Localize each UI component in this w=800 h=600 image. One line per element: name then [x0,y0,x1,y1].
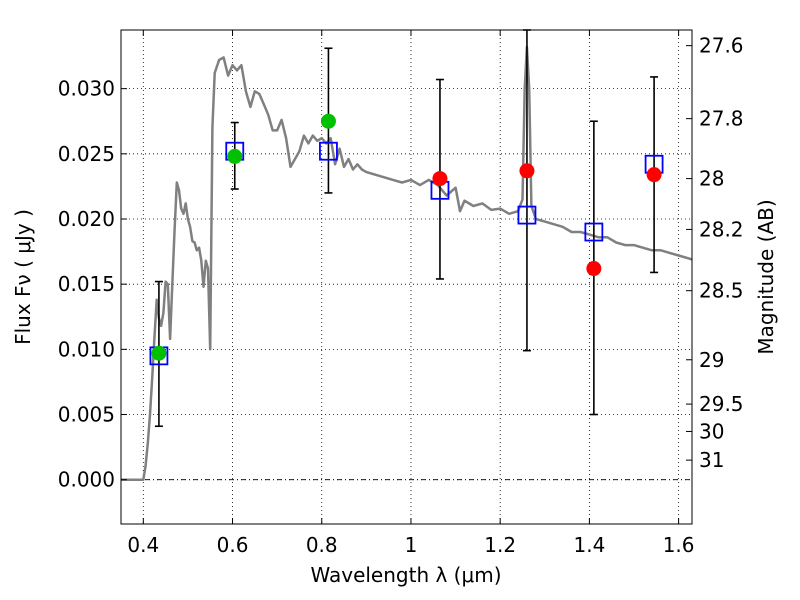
y-tick-label: 0.010 [58,337,115,361]
x-tick-label: 1.2 [484,533,516,557]
y-tick-label: 0.005 [58,403,115,427]
y-tick-label: 0.025 [58,142,115,166]
plot-area [121,29,693,481]
y-tick-label: 0.020 [58,207,115,231]
y2-tick-label: 29 [699,348,724,372]
plot-frame [120,29,693,525]
y2-axis: 27.6 27.8 28 28.2 28.5 29 29.5 30 31 [686,34,744,472]
observed-flux-point [227,148,243,164]
x-tick-label: 1.4 [573,533,605,557]
model-photometry-square [584,222,604,242]
x-tick-label: 0.8 [306,533,338,557]
y2-tick-label: 30 [699,419,724,443]
observed-flux-point [320,113,336,129]
observed-flux-point [586,261,602,277]
observed-flux-point [432,171,448,187]
y2-axis-label: Magnitude (AB) [754,199,778,354]
y2-tick-label: 28.5 [699,279,744,303]
y2-tick-label: 27.6 [699,34,744,58]
observed-flux-point [646,167,662,183]
y-tick-label: 0.000 [58,468,115,492]
y2-tick-label: 29.5 [699,392,744,416]
y-tick-label: 0.030 [58,77,115,101]
model-photometry-square [517,205,537,225]
x-tick-label: 0.4 [127,533,159,557]
x-tick-label: 0.6 [217,533,249,557]
observed-flux-point [519,163,535,179]
observed-flux-point [151,345,167,361]
x-tick-label: 1.6 [663,533,695,557]
x-tick-label: 1 [405,533,418,557]
y2-tick-label: 28.2 [699,217,744,241]
y2-tick-label: 28 [699,167,724,191]
x-axis-label: Wavelength λ (μm) [310,563,501,587]
y2-tick-label: 27.8 [699,107,744,131]
y-tick-label: 0.015 [58,272,115,296]
y2-tick-label: 31 [699,448,724,472]
y-axis-label: Flux Fν ( μJy ) [11,209,35,345]
x-axis: 0.4 0.6 0.8 1 1.2 1.4 1.6 [127,30,695,557]
model-photometry-square [319,141,338,161]
y-axis: 0.000 0.005 0.010 0.015 0.020 0.025 0.030 [58,77,127,492]
